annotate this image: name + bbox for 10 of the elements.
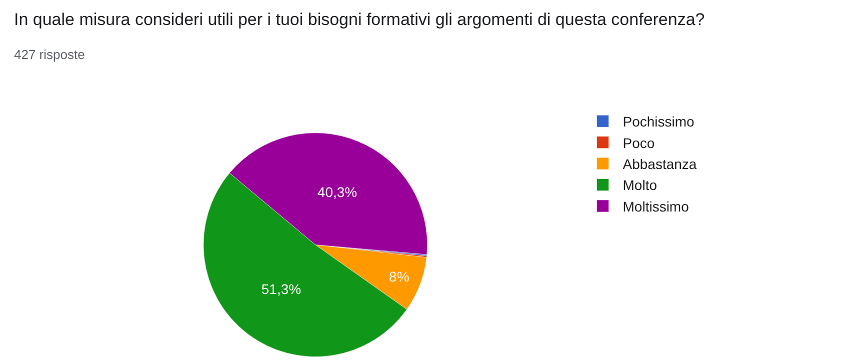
legend-label: Abbastanza xyxy=(622,156,697,172)
chart-title: In quale misura consideri utili per i tuoi bisogni formativi gli argomenti di questa conferenza? xyxy=(14,10,705,29)
legend-label: Pochissimo xyxy=(622,114,695,130)
legend-label: Moltissimo xyxy=(622,198,690,214)
data-label: 40,3% xyxy=(317,184,358,200)
legend-label: Poco xyxy=(622,134,655,151)
data-label: 51,3% xyxy=(261,281,302,298)
legend-label: Molto xyxy=(622,177,658,194)
data-label: 8% xyxy=(389,268,410,285)
text: 427 risposte xyxy=(14,47,85,62)
